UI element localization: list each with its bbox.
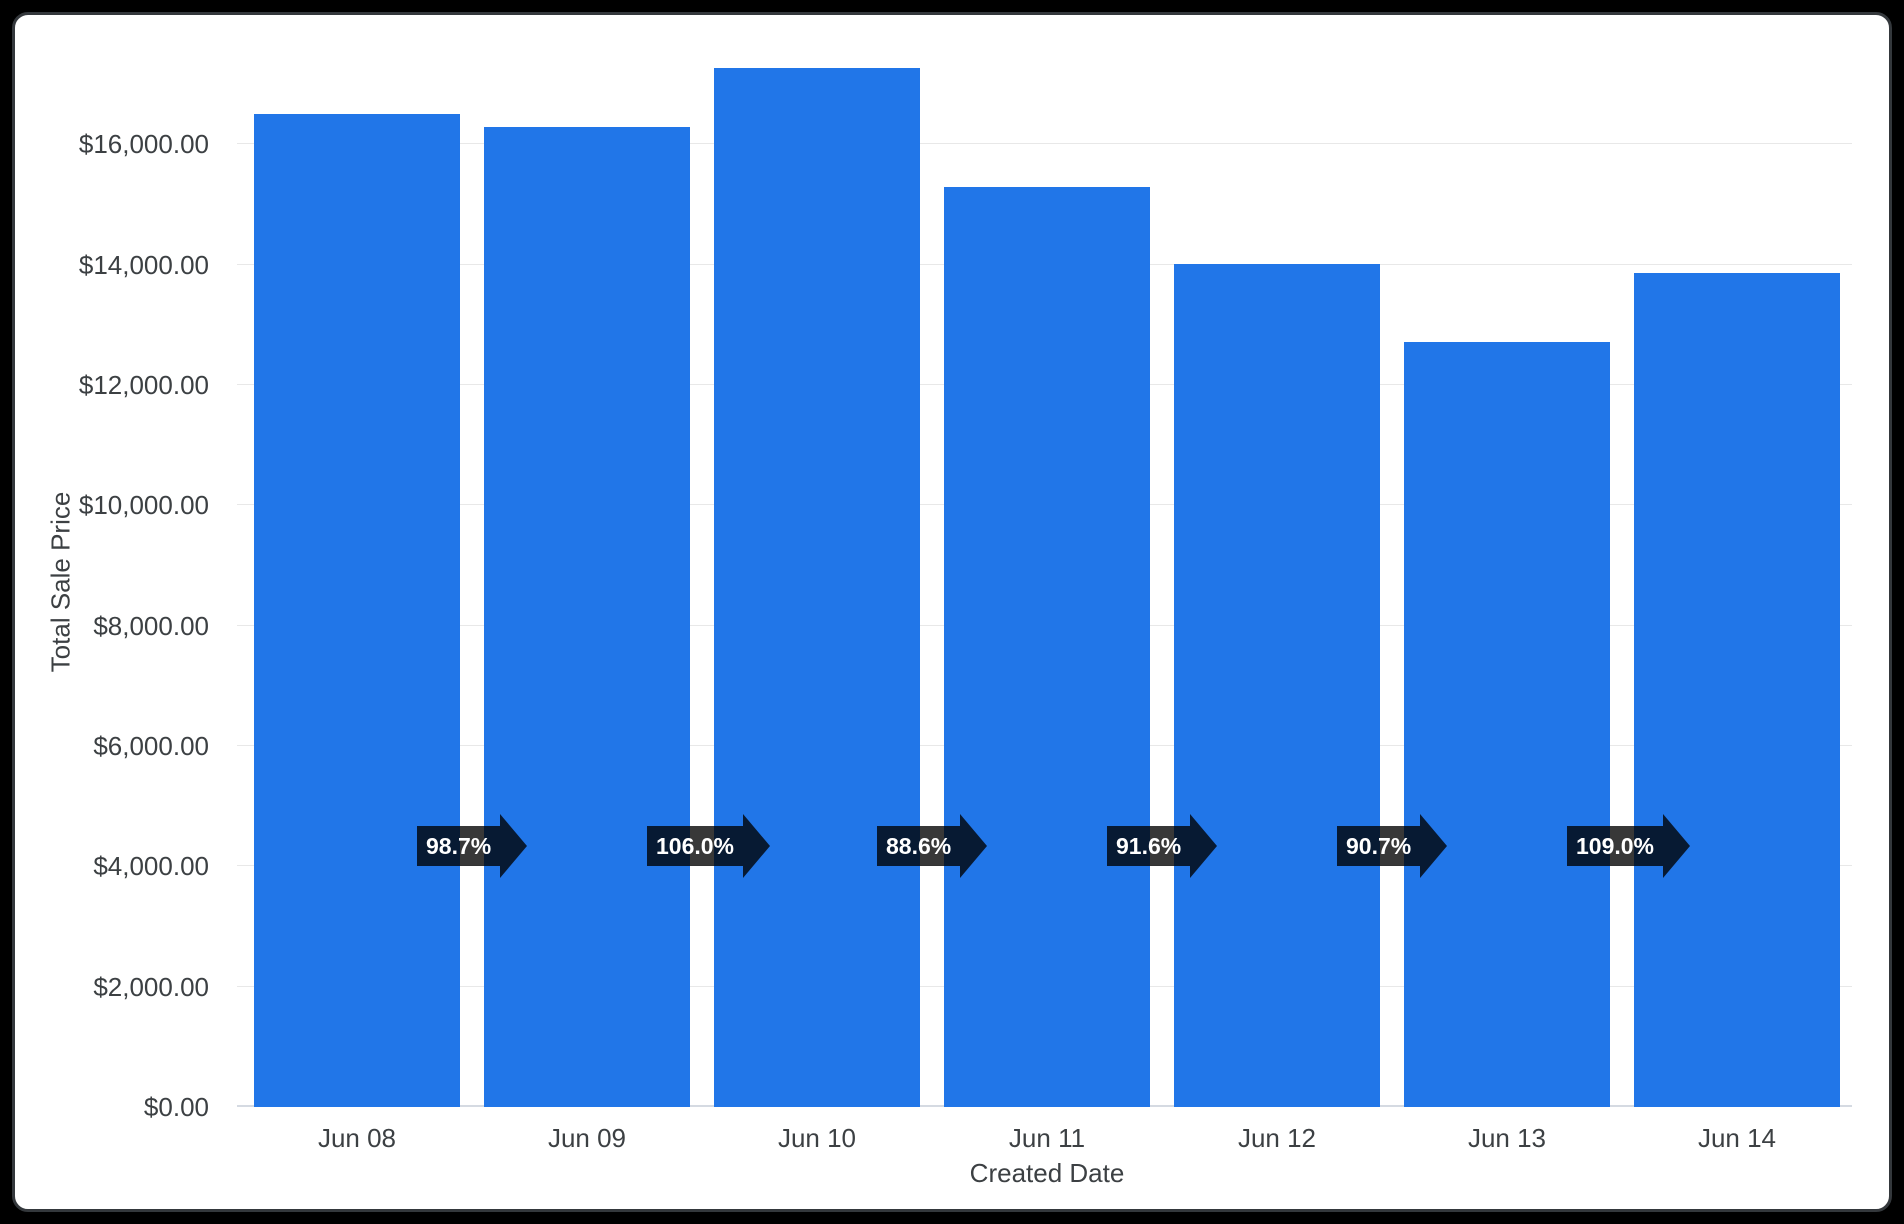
pct-change-label: 98.7% (417, 826, 501, 866)
plot-area: $0.00 $2,000.00 $4,000.00 $6,000.00 $8,000.0… (79, 57, 1852, 1187)
y-tick-label: $16,000.00 (78, 129, 209, 160)
x-axis-title: Created Date (969, 1158, 1125, 1188)
y-tick-label: $4,000.00 (93, 851, 209, 882)
pct-change-badge: 109.0% (1567, 814, 1691, 878)
pct-change-label: 106.0% (647, 826, 744, 866)
pct-change-badge: 90.7% (1337, 814, 1448, 878)
x-tick-label: Jun 09 (547, 1123, 627, 1153)
y-tick-label: $12,000.00 (78, 369, 209, 400)
arrow-right-icon (743, 814, 771, 878)
x-tick-label: Jun 08 (317, 1123, 397, 1153)
arrow-right-icon (1190, 814, 1218, 878)
pct-change-badge: 106.0% (647, 814, 771, 878)
arrow-right-icon (1663, 814, 1691, 878)
bar-jun-11[interactable] (944, 186, 1150, 1107)
x-tick-label: Jun 14 (1697, 1123, 1777, 1153)
y-tick-label: $10,000.00 (78, 490, 209, 521)
x-tick-label: Jun 11 (1008, 1123, 1086, 1153)
y-tick-label: $0.00 (143, 1092, 209, 1122)
bar-jun-09[interactable] (484, 126, 690, 1107)
pct-change-label: 91.6% (1107, 826, 1191, 866)
y-axis-title: Total Sale Price (45, 491, 76, 673)
chart-panel: Total Sale Price $0.00 $2,000.00 $4,000.00… (12, 12, 1892, 1212)
bar-jun-14[interactable] (1634, 273, 1840, 1107)
x-tick-label: Jun 12 (1237, 1123, 1317, 1153)
pct-change-badge: 91.6% (1107, 814, 1218, 878)
x-tick-label: Jun 10 (777, 1123, 857, 1153)
pct-change-badge: 88.6% (877, 814, 988, 878)
y-tick-label: $2,000.00 (93, 971, 209, 1002)
badges-layer: 98.7% 106.0% 88.6% 91.6% 90.7% 109.0% (242, 57, 1852, 1107)
arrow-right-icon (960, 814, 988, 878)
arrow-right-icon (1420, 814, 1448, 878)
pct-change-badge: 98.7% (417, 814, 528, 878)
x-tick-label: Jun 13 (1467, 1123, 1547, 1153)
y-tick-label: $14,000.00 (78, 249, 209, 280)
y-tick-label: $6,000.00 (93, 730, 209, 761)
pct-change-label: 109.0% (1567, 826, 1664, 866)
arrow-right-icon (500, 814, 528, 878)
gridline (237, 143, 1852, 145)
y-tick-label: $8,000.00 (93, 610, 209, 641)
bars-layer: Jun 08 Jun 09 Jun 10 Jun 11 Jun 12 Jun 13 Jun … (242, 57, 1852, 1151)
bar-jun-08[interactable] (254, 114, 460, 1107)
bar-jun-10[interactable] (714, 68, 920, 1107)
pct-change-label: 90.7% (1337, 826, 1421, 866)
bar-jun-13[interactable] (1404, 342, 1610, 1107)
bar-jun-12[interactable] (1174, 264, 1380, 1107)
pct-change-label: 88.6% (877, 826, 961, 866)
